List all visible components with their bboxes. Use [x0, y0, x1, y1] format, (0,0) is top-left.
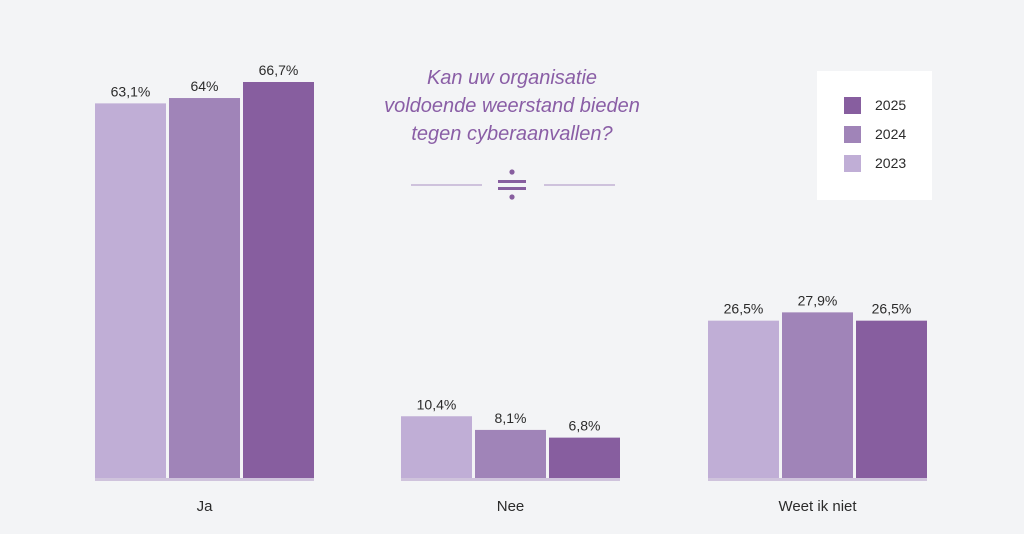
bar-weet-ik-niet-2025	[856, 320, 927, 478]
legend-swatch-2025	[844, 97, 861, 114]
chart-title-line-3: tegen cyberaanvallen?	[411, 123, 613, 145]
bar-nee-2024	[475, 429, 546, 478]
value-label-ja-2023: 63,1%	[111, 83, 151, 99]
chart-title: Kan uw organisatie voldoende weerstand b…	[384, 67, 640, 145]
category-label-ja: Ja	[197, 498, 214, 515]
legend-box	[817, 71, 932, 200]
value-label-weet-ik-niet-2023: 26,5%	[724, 301, 764, 317]
baseline-layer	[95, 478, 927, 481]
baseline-ja	[95, 478, 314, 481]
chart-title-line-2: voldoende weerstand bieden	[384, 95, 640, 117]
value-label-nee-2024: 8,1%	[495, 410, 527, 426]
division-sign-icon	[498, 169, 526, 200]
category-labels-layer: Ja Nee Weet ik niet	[197, 498, 858, 515]
bar-weet-ik-niet-2024	[782, 312, 853, 478]
value-labels-layer: 63,1% 64% 66,7% 10,4% 8,1% 6,8% 26,5% 27,9% 26,5…	[111, 62, 912, 434]
baseline-nee	[401, 478, 620, 481]
chart-title-line-1: Kan uw organisatie	[427, 67, 597, 89]
bar-weet-ik-niet-2023	[708, 320, 779, 478]
legend: 2025 2024 2023	[817, 71, 932, 200]
bar-nee-2023	[401, 416, 472, 478]
bar-ja-2024	[169, 98, 240, 479]
baseline-weet-ik-niet	[708, 478, 927, 481]
value-label-nee-2025: 6,8%	[569, 418, 601, 434]
value-label-weet-ik-niet-2024: 27,9%	[798, 292, 838, 308]
category-label-weet-ik-niet: Weet ik niet	[778, 498, 857, 515]
legend-label-2024: 2024	[875, 126, 906, 142]
title-divider	[411, 169, 615, 200]
bars-layer	[95, 82, 927, 479]
legend-swatch-2024	[844, 126, 861, 143]
bar-ja-2025	[243, 82, 314, 478]
value-label-nee-2023: 10,4%	[417, 396, 457, 412]
legend-swatch-2023	[844, 155, 861, 172]
value-label-ja-2024: 64%	[190, 78, 218, 94]
bar-ja-2023	[95, 103, 166, 478]
value-label-weet-ik-niet-2025: 26,5%	[872, 301, 912, 317]
legend-label-2023: 2023	[875, 155, 906, 171]
category-label-nee: Nee	[497, 498, 525, 515]
value-label-ja-2025: 66,7%	[259, 62, 299, 78]
legend-label-2025: 2025	[875, 97, 906, 113]
bar-nee-2025	[549, 437, 620, 478]
